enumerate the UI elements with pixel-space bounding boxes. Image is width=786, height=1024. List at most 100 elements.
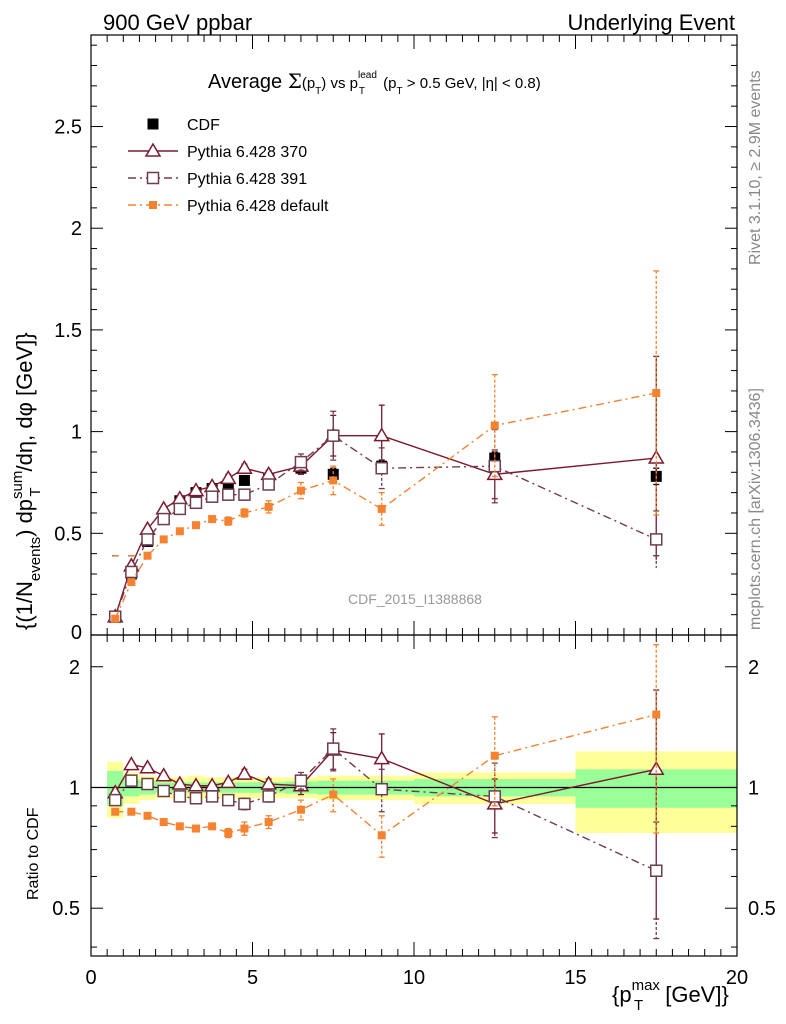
xlabel: {pmax T [GeV]}: [612, 977, 729, 1014]
data-point: [236, 459, 253, 474]
data-point: [238, 797, 251, 811]
series-pythia-6-428-391: [108, 728, 663, 940]
data-point: [329, 790, 338, 799]
series-pythia-6-428-370: [106, 355, 665, 623]
data-point: [143, 811, 152, 820]
data-point: [189, 496, 203, 510]
data-point: [260, 775, 277, 790]
legend-label: CDF: [187, 117, 220, 134]
ratio-ytick-label-right: 0.5: [748, 898, 776, 920]
data-point: [296, 486, 305, 495]
legend: CDF Pythia 6.428 370 Pythia 6.428 391 Pythi…: [128, 117, 329, 215]
data-point: [173, 502, 187, 516]
data-point: [647, 760, 665, 776]
header-left: 900 GeV ppbar: [103, 10, 252, 35]
main-ytick-label: 2: [71, 218, 82, 240]
data-point: [175, 822, 184, 831]
data-point: [159, 818, 168, 827]
chart-title: Average Σ(pT) vs plead T (pT > 0.5 GeV, |…: [208, 69, 541, 97]
data-point: [141, 777, 154, 791]
data-point: [139, 759, 156, 774]
data-point: [486, 465, 504, 481]
data-point: [490, 751, 499, 760]
main-ylabel: {(1/Nevents) dpsumT/dη, dφ [GeV]}: [9, 332, 44, 630]
xtick-label: 20: [726, 967, 748, 989]
data-point: [157, 784, 170, 798]
data-point: [329, 476, 338, 485]
ratio-ytick-label-right: 1: [748, 777, 759, 799]
data-point: [189, 792, 203, 805]
data-point: [155, 767, 172, 782]
legend-label: Pythia 6.428 default: [187, 198, 329, 215]
ratio-ytick-label-right: 2: [748, 657, 759, 679]
ratio-ytick-label: 1: [69, 777, 80, 799]
main-axes: 0.5 1 1.5 2 2.5 0: [54, 35, 738, 644]
data-point: [224, 517, 233, 526]
data-point: [108, 793, 122, 807]
data-point: [222, 478, 234, 490]
data-point: [240, 824, 249, 833]
data-point: [205, 490, 219, 503]
data-point: [294, 455, 308, 469]
watermark: CDF_2015_I1388868: [348, 591, 482, 607]
data-point: [111, 614, 120, 623]
data-point: [377, 504, 386, 513]
data-point: [650, 533, 663, 546]
legend-marker: [146, 171, 160, 185]
data-point: [375, 782, 388, 796]
data-point: [205, 790, 219, 803]
data-point: [111, 807, 120, 816]
data-point: [219, 773, 237, 789]
data-point: [373, 427, 391, 442]
data-point: [219, 469, 237, 485]
data-point: [327, 468, 339, 480]
data-point: [238, 488, 251, 501]
data-point: [327, 742, 340, 755]
data-point: [187, 482, 205, 497]
ratio-ytick-label: 2: [69, 657, 80, 679]
data-point: [123, 756, 140, 771]
main-ytick-label: 1.5: [54, 320, 82, 342]
data-point: [294, 774, 308, 787]
data-point: [127, 807, 136, 816]
main-ytick-label: 1: [71, 422, 82, 444]
series-line: [114, 434, 657, 617]
legend-marker: [149, 201, 157, 209]
data-point: [155, 500, 172, 515]
main-ytick-label: 0.5: [54, 523, 82, 545]
data-point: [191, 521, 200, 530]
data-point: [143, 551, 152, 560]
data-point: [175, 527, 184, 536]
ratio-series: [106, 644, 665, 940]
ratio-axes: 0.5 0.51 12 20 5 10 15 20: [52, 635, 776, 989]
data-point: [208, 822, 217, 831]
legend-label: Pythia 6.428 370: [187, 144, 307, 161]
series-line: [114, 747, 657, 872]
header-right: Underlying Event: [567, 10, 735, 35]
xtick-label: 5: [247, 967, 258, 989]
data-point: [262, 478, 275, 491]
ratio-ylabel: Ratio to CDF: [25, 807, 42, 900]
data-point: [262, 790, 275, 803]
data-point: [127, 578, 136, 587]
data-point: [296, 805, 305, 814]
data-point: [157, 512, 170, 526]
data-point: [208, 515, 217, 524]
rivet-label: Rivet 3.1.10, ≥ 2.9M events: [747, 70, 764, 265]
xtick-label: 10: [403, 967, 425, 989]
data-point: [650, 864, 663, 877]
series-pythia-6-428-370: [106, 689, 665, 920]
xtick-label: 15: [564, 967, 586, 989]
legend-label: Pythia 6.428 391: [187, 171, 307, 188]
data-point: [171, 775, 189, 790]
series-pythia-6-428-default: [111, 270, 661, 623]
data-point: [224, 828, 233, 837]
data-point: [236, 765, 253, 780]
data-point: [238, 474, 250, 486]
data-point: [187, 777, 205, 792]
main-ytick-label-zero: 0: [71, 622, 82, 644]
data-point: [125, 774, 138, 787]
data-point: [191, 824, 200, 833]
data-point: [264, 502, 273, 511]
data-point: [141, 533, 154, 546]
